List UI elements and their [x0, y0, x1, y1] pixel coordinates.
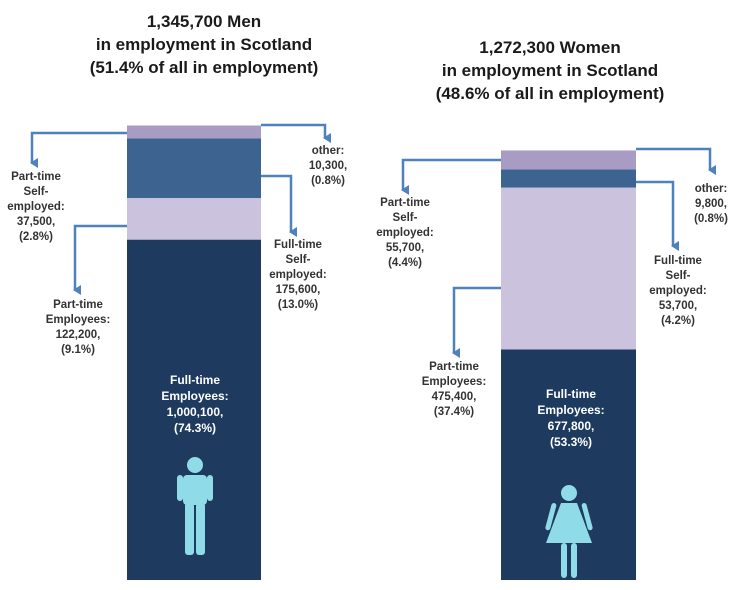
- man-icon: [177, 457, 213, 555]
- women-part-time-self-employed-label: Part-time Self- employed: 55,700, (4.4%): [376, 197, 434, 269]
- men-part-time-employees-label: Part-time Employees: 122,200, (9.1%): [45, 299, 111, 356]
- men-full-time-self-employed-arrow: [261, 174, 297, 237]
- women-bar-other: [501, 147, 636, 151]
- women-full-time-employees-label: Full-time Employees: 677,800, (53.3%): [537, 387, 605, 449]
- men-chart-title: 1,345,700 Men in employment in Scotland …: [84, 10, 324, 79]
- women-other-label: other: 9,800, (0.8%): [694, 183, 728, 225]
- women-part-time-employees-label: Part-time Employees: 475,400, (37.4%): [421, 361, 487, 418]
- women-full-time-self-employed-label: Full-time Self- employed: 53,700, (4.2%): [649, 255, 707, 327]
- men-bar-full-time-self-employed: [127, 138, 261, 199]
- women-bar-part-time-self-employed: [501, 150, 636, 170]
- woman-icon: [545, 485, 593, 578]
- men-full-time-self-employed-label: Full-time Self- employed: 175,600, (13.0…: [269, 239, 327, 311]
- women-part-time-self-employed-arrow: [401, 158, 501, 195]
- men-bar-part-time-employees: [127, 198, 261, 240]
- women-title-line-3: (48.6% of all in employment): [435, 84, 665, 103]
- men-bar-part-time-self-employed: [127, 125, 261, 139]
- men-part-time-self-employed-arrow: [30, 131, 127, 168]
- men-other-arrow: [261, 123, 331, 143]
- women-chart-title: 1,272,300 Women in employment in Scotlan…: [430, 36, 670, 105]
- women-bar-part-time-employees: [501, 187, 636, 350]
- men-full-time-employees-label: Full-time Employees: 1,000,100, (74.3%): [161, 373, 229, 435]
- women-full-time-self-employed-arrow: [636, 180, 679, 251]
- men-bar-other: [127, 122, 261, 126]
- men-title-line-2: in employment in Scotland: [95, 35, 313, 54]
- men-title-line-1: 1,345,700 Men: [146, 12, 262, 31]
- men-title-line-3: (51.4% of all in employment): [89, 58, 319, 77]
- women-title-line-1: 1,272,300 Women: [479, 38, 621, 57]
- men-part-time-employees-arrow: [73, 224, 127, 295]
- women-other-arrow: [636, 147, 716, 175]
- women-bar-full-time-employees: [501, 349, 636, 580]
- women-part-time-employees-arrow: [452, 286, 501, 358]
- women-bar-full-time-self-employed: [501, 169, 636, 188]
- men-other-label: other: 10,300, (0.8%): [308, 145, 348, 187]
- men-part-time-self-employed-label: Part-time Self- employed: 37,500, (2.8%): [7, 171, 65, 243]
- women-title-line-2: in employment in Scotland: [441, 61, 659, 80]
